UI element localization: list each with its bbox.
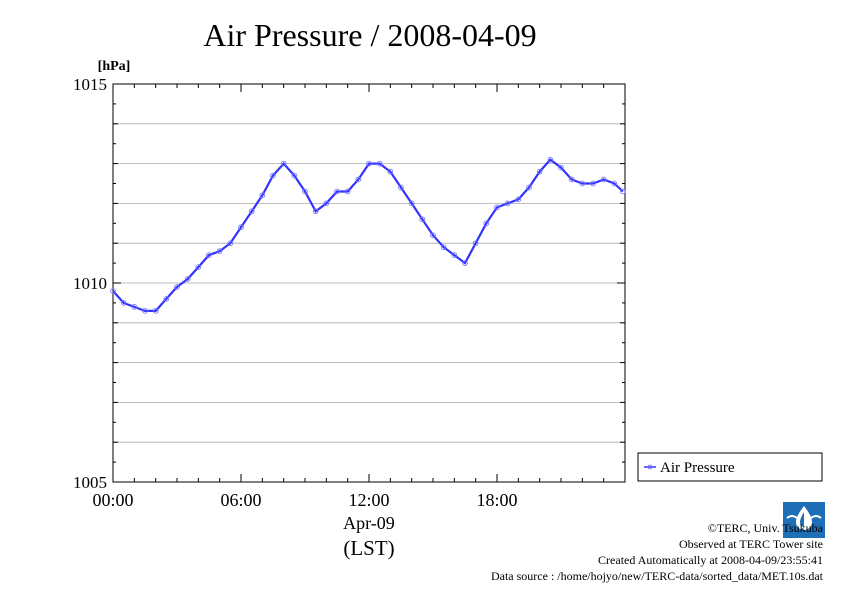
x-tick-label: 00:00 [92, 490, 133, 510]
x-axis-label: Apr-09 [343, 513, 395, 533]
copyright-text: ©TERC, Univ. Tsukuba [707, 521, 823, 535]
data-point [110, 288, 116, 294]
data-point [600, 176, 607, 183]
data-point [291, 172, 298, 179]
legend-box [637, 452, 823, 482]
data-point [216, 248, 223, 255]
data-point [387, 168, 394, 175]
data-point [270, 172, 276, 179]
x-tick-label: 12:00 [348, 490, 389, 510]
data-point [334, 188, 340, 195]
data-point [280, 160, 287, 167]
data-point [440, 244, 447, 251]
data-point [152, 308, 159, 314]
y-tick-label: 1015 [73, 75, 107, 94]
data-point [494, 204, 500, 211]
observed-text: Observed at TERC Tower site [678, 537, 823, 551]
data-point [419, 216, 426, 223]
data-point [174, 284, 180, 290]
data-point [120, 300, 127, 306]
data-point [536, 168, 543, 175]
data-point [259, 192, 266, 199]
source-text: Data source : /home/hojyo/new/TERC-data/… [490, 569, 823, 583]
data-point [526, 184, 532, 191]
data-point [195, 264, 202, 270]
terc-logo [783, 502, 825, 538]
x-tick-label: 06:00 [220, 490, 261, 510]
chart-title: Air Pressure / 2008-04-09 [203, 17, 536, 53]
y-tick-label: 1005 [73, 473, 107, 492]
legend-label: Air Pressure [660, 460, 735, 476]
data-point [366, 160, 372, 167]
data-point [579, 180, 586, 187]
x-tick-label: 18:00 [476, 490, 517, 510]
y-tick-label: 1010 [73, 274, 107, 293]
data-point [430, 232, 436, 239]
data-point [547, 156, 554, 163]
data-point [131, 304, 138, 310]
credits-block: ©TERC, Univ. Tsukuba Observed at TERC To… [491, 520, 823, 584]
data-point [483, 220, 490, 227]
data-point [248, 208, 255, 215]
data-point [344, 188, 351, 195]
created-text: Created Automatically at 2008-04-09/23:5… [598, 553, 823, 567]
data-point [590, 180, 596, 187]
data-point [620, 188, 626, 195]
y-axis-unit: [hPa] [98, 59, 131, 74]
gridlines [113, 123, 625, 443]
data-point [451, 252, 458, 258]
data-point [472, 240, 479, 247]
data-point [312, 208, 319, 215]
data-point [142, 308, 148, 314]
data-point [515, 196, 522, 203]
data-point [462, 260, 468, 266]
data-point [184, 276, 191, 282]
legend-swatch-marker [647, 464, 653, 470]
data-point [238, 224, 244, 231]
data-point [558, 164, 564, 171]
series-group [110, 156, 626, 314]
data-point [398, 184, 404, 191]
data-point [611, 180, 618, 187]
data-point [376, 160, 383, 167]
data-point [227, 240, 234, 247]
data-point [323, 200, 330, 207]
data-point [568, 176, 575, 183]
data-point [302, 188, 308, 195]
series-line [112, 158, 624, 312]
data-point [163, 296, 170, 302]
data-point [408, 200, 415, 207]
data-point [504, 200, 511, 207]
data-point [355, 176, 362, 183]
legend: Air Pressure [637, 452, 823, 482]
data-point [206, 252, 212, 258]
x-axis-sublabel: (LST) [343, 536, 394, 560]
